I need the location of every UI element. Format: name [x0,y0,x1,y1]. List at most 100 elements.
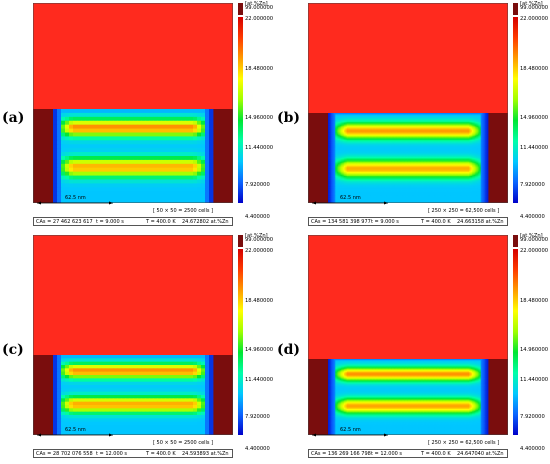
colorbar-tick-label: 18.480000 [520,298,549,304]
cells-label: [ 50 × 50 = 2500 cells ] [153,440,214,446]
left-bath-region [33,355,53,435]
colorbar-gradient [513,249,518,435]
panel-c: (c) 62.5 nm [ 50 × 50 = 2500 cells ] CAs = … [0,232,275,464]
matrix-region [308,3,508,113]
colorbar-tick-label: 4.400000 [520,446,545,452]
concentration-readout: 24.647040 at.%Zn [457,451,504,457]
panel-a: (a) 62.5 nm [ 50 × 50 = 2500 cells ] CAs = … [0,0,275,232]
time-readout: t = 12.000 s [96,451,128,457]
matrix-region [33,3,233,109]
colorbar-tick-label: 99.000000 [245,5,274,11]
cas-readout: CAs = 134 581 398 977 [311,219,371,225]
scale-bar-label: 62.5 nm [65,195,86,201]
scale-bar [312,433,388,437]
simulation-map [33,3,233,203]
colorbar-tick-label: 99.000000 [520,237,549,243]
colorbar-unit: [at.%Zn] [245,233,268,239]
panel-letter: (b) [277,110,301,126]
colorbar-tick-label: 11.440000 [245,145,274,151]
scale-bar [37,201,113,205]
simulation-map [33,235,233,435]
panel-b: (b) 62.5 nm [ 250 × 250 = 62,500 cells ] CA… [275,0,550,232]
status-row: CAs = 136 269 166 798 t = 12.000 s T = 400… [308,449,508,458]
matrix-region [33,235,233,355]
colorbar-tick-label: 22.000000 [245,16,274,22]
panel-d: (d) 62.5 nm [ 250 × 250 = 62,500 cells ] CA… [275,232,550,464]
colorbar-tick-label: 18.480000 [245,298,274,304]
colorbar-unit: [at.%Zn] [245,1,268,7]
scale-bar-label: 62.5 nm [340,195,361,201]
time-readout: t = 12.000 s [371,451,403,457]
cells-label: [ 250 × 250 = 62,500 cells ] [428,208,500,214]
status-row: CAs = 134 581 398 977 t = 9.000 s T = 400.… [308,217,508,226]
colorbar [513,3,518,203]
scale-bar [37,433,113,437]
colorbar-gradient [238,249,243,435]
colorbar-bath-swatch [238,3,243,15]
concentration-field [328,359,489,435]
cells-label: [ 250 × 250 = 62,500 cells ] [428,440,500,446]
colorbar-tick-label: 7.920000 [245,182,270,188]
colorbar-bath-swatch [513,3,518,15]
cas-readout: CAs = 136 269 166 798 [311,451,371,457]
concentration-field [328,113,489,203]
concentration-field [53,109,214,203]
temperature-readout: T = 400.0 K [421,451,451,457]
simulation-map [308,3,508,203]
time-readout: t = 9.000 s [96,219,124,225]
temperature-readout: T = 400.0 K [146,219,176,225]
colorbar-tick-label: 22.000000 [520,16,549,22]
colorbar-tick-label: 11.440000 [245,377,274,383]
right-bath-region [488,113,508,203]
colorbar-tick-label: 14.960000 [245,115,274,121]
colorbar-tick-label: 18.480000 [245,66,274,72]
colorbar-tick-label: 14.960000 [520,115,549,121]
colorbar-tick-label: 99.000000 [520,5,549,11]
concentration-readout: 24.593893 at.%Zn [182,451,229,457]
cas-readout: CAs = 27 462 623 617 [36,219,93,225]
colorbar-bath-swatch [513,235,518,247]
colorbar-tick-label: 11.440000 [520,145,549,151]
simulation-map [308,235,508,435]
colorbar-tick-label: 4.400000 [245,446,270,452]
temperature-readout: T = 400.0 K [421,219,451,225]
colorbar-tick-label: 4.400000 [520,214,545,220]
colorbar-tick-label: 22.000000 [245,248,274,254]
cells-label: [ 50 × 50 = 2500 cells ] [153,208,214,214]
left-bath-region [308,113,328,203]
colorbar-tick-label: 99.000000 [245,237,274,243]
concentration-field [53,355,214,435]
colorbar-tick-label: 14.960000 [520,347,549,353]
concentration-readout: 24.663158 at.%Zn [457,219,504,225]
colorbar-unit: [at.%Zn] [520,1,543,7]
colorbar-tick-label: 7.920000 [245,414,270,420]
colorbar-tick-label: 7.920000 [520,182,545,188]
colorbar [513,235,518,435]
right-bath-region [488,359,508,435]
status-row: CAs = 27 462 623 617 t = 9.000 s T = 400.0… [33,217,233,226]
colorbar-bath-swatch [238,235,243,247]
panel-letter: (c) [2,342,24,358]
cas-readout: CAs = 28 702 076 558 [36,451,93,457]
colorbar-tick-label: 7.920000 [520,414,545,420]
panel-letter: (a) [2,110,25,126]
scale-bar-label: 62.5 nm [340,427,361,433]
time-readout: t = 9.000 s [371,219,399,225]
scale-bar-label: 62.5 nm [65,427,86,433]
temperature-readout: T = 400.0 K [146,451,176,457]
right-bath-region [213,355,233,435]
matrix-region [308,235,508,359]
concentration-readout: 24.672802 at.%Zn [182,219,229,225]
left-bath-region [308,359,328,435]
panel-letter: (d) [277,342,301,358]
colorbar [238,235,243,435]
colorbar-unit: [at.%Zn] [520,233,543,239]
colorbar-tick-label: 18.480000 [520,66,549,72]
colorbar-tick-label: 14.960000 [245,347,274,353]
right-bath-region [213,109,233,203]
colorbar-tick-label: 11.440000 [520,377,549,383]
colorbar-gradient [238,17,243,203]
colorbar-tick-label: 4.400000 [245,214,270,220]
scale-bar [312,201,388,205]
colorbar-gradient [513,17,518,203]
